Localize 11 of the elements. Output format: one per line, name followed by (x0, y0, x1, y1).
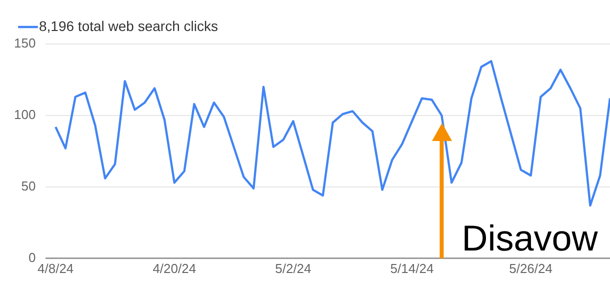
x-tick-label: 5/26/24 (509, 260, 552, 276)
y-tick-label: 100 (14, 107, 36, 122)
y-tick-label: 50 (21, 178, 36, 194)
x-tick-label: 5/14/24 (390, 260, 434, 276)
x-tick-label: 4/20/24 (152, 260, 196, 276)
y-tick-label: 0 (28, 250, 36, 265)
y-tick-label: 150 (14, 36, 36, 51)
ref-line-label: Disavow (462, 217, 599, 258)
x-tick-label: 4/8/24 (38, 260, 74, 276)
legend-label: 8,196 total web search clicks (39, 18, 218, 34)
x-tick-label: 5/2/24 (275, 260, 312, 276)
